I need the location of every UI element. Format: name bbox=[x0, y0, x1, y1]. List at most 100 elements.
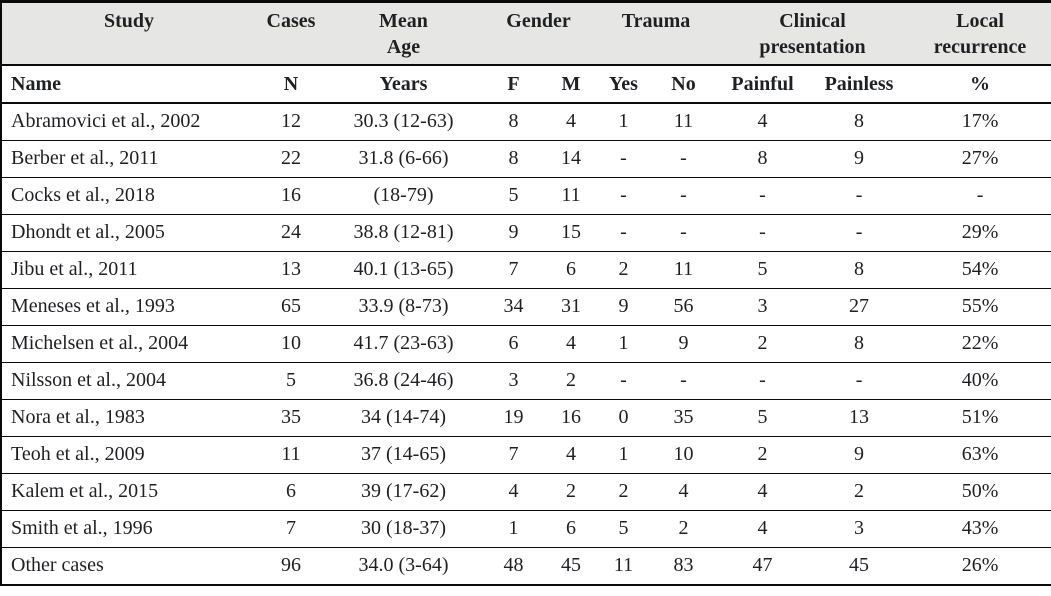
value-cell: 27% bbox=[909, 140, 1051, 178]
value-cell: 8 bbox=[481, 103, 546, 141]
value-cell: 41.7 (23-63) bbox=[326, 325, 481, 363]
value-cell: - bbox=[596, 177, 651, 215]
value-cell: 4 bbox=[546, 103, 596, 141]
column-group-study-label: Study bbox=[103, 10, 155, 32]
study-name-cell: Smith et al., 1996 bbox=[1, 510, 256, 548]
value-cell: 3 bbox=[716, 288, 810, 326]
table-row: Other cases 96 34.0 (3-64) 48 45 11 83 47 45 26% bbox=[1, 547, 1051, 585]
value-cell: 50% bbox=[909, 473, 1051, 511]
value-cell: 6 bbox=[481, 325, 546, 363]
value-cell: 35 bbox=[256, 399, 326, 437]
value-cell: 9 bbox=[481, 214, 546, 252]
value-cell: - bbox=[596, 214, 651, 252]
table-row: Michelsen et al., 2004 10 41.7 (23-63) 6 4 1 9… bbox=[1, 325, 1051, 363]
value-cell: 4 bbox=[716, 473, 810, 511]
study-name-cell: Cocks et al., 2018 bbox=[1, 177, 256, 215]
column-group-mean-age-label: Mean Age bbox=[379, 10, 428, 58]
table-row: Smith et al., 1996 7 30 (18-37) 1 6 5 2 4 3 43% bbox=[1, 510, 1051, 548]
value-cell: 4 bbox=[481, 473, 546, 511]
value-cell: - bbox=[596, 140, 651, 178]
value-cell: 38.8 (12-81) bbox=[326, 214, 481, 252]
value-cell: 63% bbox=[909, 436, 1051, 474]
value-cell: 36.8 (24-46) bbox=[326, 362, 481, 400]
value-cell: 34 (14-74) bbox=[326, 399, 481, 437]
study-name-cell: Other cases bbox=[1, 547, 256, 585]
value-cell: 43% bbox=[909, 510, 1051, 548]
value-cell: 6 bbox=[546, 251, 596, 289]
subheader-painless: Painless bbox=[809, 65, 910, 104]
value-cell: - bbox=[651, 177, 717, 215]
value-cell: 34.0 (3-64) bbox=[326, 547, 481, 585]
column-group-trauma-label: Trauma bbox=[621, 10, 691, 32]
column-group-mean-age: Mean Age bbox=[326, 1, 481, 66]
value-cell: 2 bbox=[596, 473, 651, 511]
value-cell: 45 bbox=[546, 547, 596, 585]
study-name-cell: Dhondt et al., 2005 bbox=[1, 214, 256, 252]
column-group-cases: Cases bbox=[256, 1, 326, 66]
study-name-cell: Berber et al., 2011 bbox=[1, 140, 256, 178]
value-cell: 9 bbox=[809, 436, 910, 474]
value-cell: 31 bbox=[546, 288, 596, 326]
value-cell: 9 bbox=[596, 288, 651, 326]
value-cell: - bbox=[651, 140, 717, 178]
value-cell: - bbox=[651, 214, 717, 252]
value-cell: 3 bbox=[809, 510, 910, 548]
value-cell: 29% bbox=[909, 214, 1051, 252]
value-cell: 8 bbox=[809, 325, 910, 363]
value-cell: (18-79) bbox=[326, 177, 481, 215]
value-cell: 2 bbox=[651, 510, 717, 548]
value-cell: 1 bbox=[481, 510, 546, 548]
table-row: Teoh et al., 2009 11 37 (14-65) 7 4 1 10 2 9 63% bbox=[1, 436, 1051, 474]
value-cell: 11 bbox=[596, 547, 651, 585]
subheader-f: F bbox=[481, 65, 546, 104]
value-cell: 26% bbox=[909, 547, 1051, 585]
value-cell: 5 bbox=[596, 510, 651, 548]
value-cell: 15 bbox=[546, 214, 596, 252]
value-cell: 56 bbox=[651, 288, 717, 326]
column-group-local-recurrence: Local recurrence bbox=[909, 1, 1051, 66]
value-cell: - bbox=[809, 177, 910, 215]
value-cell: 8 bbox=[716, 140, 810, 178]
value-cell: 96 bbox=[256, 547, 326, 585]
value-cell: 7 bbox=[256, 510, 326, 548]
table-row: Cocks et al., 2018 16 (18-79) 5 11- - - - - bbox=[1, 177, 1051, 215]
subheader-m: M bbox=[546, 65, 596, 104]
study-name-cell: Meneses et al., 1993 bbox=[1, 288, 256, 326]
value-cell: 33.9 (8-73) bbox=[326, 288, 481, 326]
table-row: Nilsson et al., 2004 5 36.8 (24-46) 3 2- - - -4… bbox=[1, 362, 1051, 400]
value-cell: 19 bbox=[481, 399, 546, 437]
value-cell: 8 bbox=[809, 251, 910, 289]
value-cell: 47 bbox=[716, 547, 810, 585]
value-cell: 13 bbox=[256, 251, 326, 289]
value-cell: 6 bbox=[546, 510, 596, 548]
value-cell: 10 bbox=[651, 436, 717, 474]
value-cell: - bbox=[716, 362, 810, 400]
value-cell: 14 bbox=[546, 140, 596, 178]
value-cell: 5 bbox=[256, 362, 326, 400]
value-cell: 54% bbox=[909, 251, 1051, 289]
value-cell: 31.8 (6-66) bbox=[326, 140, 481, 178]
value-cell: 27 bbox=[809, 288, 910, 326]
value-cell: 4 bbox=[651, 473, 717, 511]
subheader-name: Name bbox=[1, 65, 256, 104]
table-body: Abramovici et al., 2002 12 30.3 (12-63) 8 4 1… bbox=[1, 103, 1051, 585]
value-cell: 5 bbox=[716, 251, 810, 289]
study-name-cell: Abramovici et al., 2002 bbox=[1, 103, 256, 141]
value-cell: 0 bbox=[596, 399, 651, 437]
value-cell: 11 bbox=[651, 103, 717, 141]
value-cell: 35 bbox=[651, 399, 717, 437]
value-cell: 12 bbox=[256, 103, 326, 141]
value-cell: - bbox=[596, 362, 651, 400]
table-header: Study Cases Mean Age Gender Trauma Clini… bbox=[1, 1, 1051, 104]
subheader-row: Name N Years F M Yes No Painful Painless… bbox=[1, 65, 1051, 104]
value-cell: 11 bbox=[546, 177, 596, 215]
value-cell: 5 bbox=[481, 177, 546, 215]
value-cell: 4 bbox=[546, 436, 596, 474]
value-cell: - bbox=[909, 177, 1051, 215]
value-cell: 83 bbox=[651, 547, 717, 585]
value-cell: 16 bbox=[546, 399, 596, 437]
value-cell: 24 bbox=[256, 214, 326, 252]
value-cell: 13 bbox=[809, 399, 910, 437]
column-group-study: Study bbox=[1, 1, 256, 66]
value-cell: 4 bbox=[716, 103, 810, 141]
